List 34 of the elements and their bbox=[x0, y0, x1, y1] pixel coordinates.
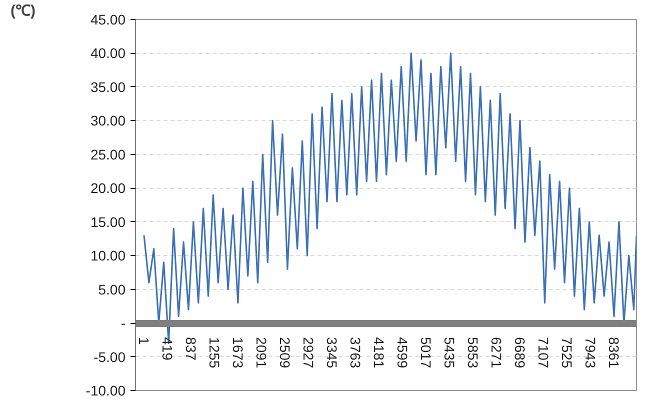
x-tick-label: 7107 bbox=[536, 337, 552, 368]
x-tick-label: 2509 bbox=[277, 337, 294, 368]
y-axis-title: (℃) bbox=[10, 2, 36, 20]
x-tick-label: 2091 bbox=[254, 337, 270, 368]
x-tick-label: 5017 bbox=[418, 337, 434, 368]
y-tick-label: -5.00 bbox=[94, 348, 126, 365]
y-tick-label: -10.00 bbox=[86, 382, 126, 398]
x-tick-label: 5853 bbox=[465, 337, 482, 368]
x-tick-label: 2927 bbox=[300, 337, 317, 368]
x-tick-label: 3763 bbox=[348, 337, 364, 368]
x-tick-label: 8361 bbox=[606, 337, 622, 368]
x-tick-label: 4599 bbox=[394, 337, 411, 368]
x-tick-label: 7525 bbox=[559, 337, 576, 368]
y-tick-label: 10.00 bbox=[90, 248, 126, 264]
y-tick-label: 35.00 bbox=[90, 78, 126, 95]
x-tick-label: 6689 bbox=[512, 337, 528, 368]
x-tick-label: 7943 bbox=[582, 337, 599, 368]
x-tick-label: 1255 bbox=[206, 337, 222, 368]
y-tick-label: 40.00 bbox=[90, 45, 126, 62]
y-tick-label: 5.00 bbox=[98, 281, 126, 298]
y-tick-label: - bbox=[120, 315, 126, 332]
y-tick-label: 30.00 bbox=[90, 112, 126, 129]
x-tick-label: 4181 bbox=[371, 337, 388, 368]
y-tick-label: 25.00 bbox=[90, 146, 126, 162]
y-tick-label: 20.00 bbox=[90, 180, 126, 196]
x-tick-label: 3345 bbox=[324, 337, 340, 368]
x-tick-label: 419 bbox=[159, 337, 176, 361]
y-tick-label: 15.00 bbox=[90, 214, 126, 230]
x-tick-label: 837 bbox=[183, 337, 199, 361]
x-tick-label: 6271 bbox=[488, 337, 505, 368]
x-tick-label: 1673 bbox=[230, 337, 246, 368]
x-tick-label: 1 bbox=[136, 337, 152, 346]
y-tick-label: 45.00 bbox=[90, 12, 126, 28]
x-tick-label: 5435 bbox=[442, 337, 458, 368]
